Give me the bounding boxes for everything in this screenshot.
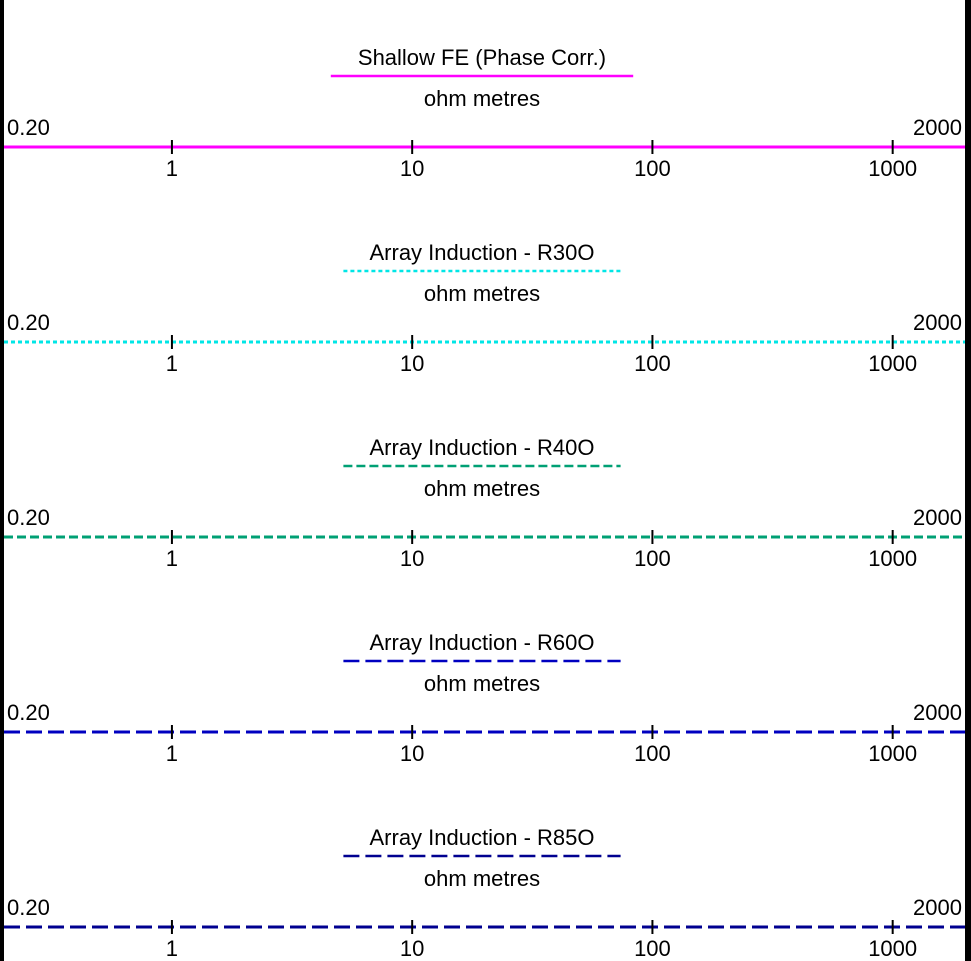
track-header-3: Array Induction - R60O ohm metres 0.20 2000… <box>4 630 965 766</box>
tick-label: 100 <box>634 741 671 766</box>
tick-label: 1 <box>166 546 178 571</box>
tick-label: 100 <box>634 546 671 571</box>
tick-label: 10 <box>400 351 424 376</box>
tick-label: 10 <box>400 936 424 961</box>
tick-label: 1 <box>166 156 178 181</box>
tick-label: 1000 <box>868 936 917 961</box>
tick-label: 1 <box>166 741 178 766</box>
curve-unit: ohm metres <box>424 671 540 696</box>
curve-title: Array Induction - R30O <box>370 240 595 265</box>
curve-title: Array Induction - R60O <box>370 630 595 655</box>
track-header-4: Array Induction - R85O ohm metres 0.20 2000… <box>4 825 965 961</box>
curve-unit: ohm metres <box>424 476 540 501</box>
scale-max-label: 2000 <box>913 505 962 530</box>
track-header-2: Array Induction - R40O ohm metres 0.20 2000… <box>4 435 965 571</box>
log-header-panel: Shallow FE (Phase Corr.) ohm metres 0.20 20… <box>4 0 965 961</box>
tick-label: 100 <box>634 936 671 961</box>
track-header-1: Array Induction - R30O ohm metres 0.20 2000… <box>4 240 965 376</box>
scale-min-label: 0.20 <box>7 700 50 725</box>
tick-label: 1000 <box>868 156 917 181</box>
tick-label: 10 <box>400 156 424 181</box>
tick-label: 100 <box>634 156 671 181</box>
curve-title: Shallow FE (Phase Corr.) <box>358 45 606 70</box>
curve-unit: ohm metres <box>424 86 540 111</box>
scale-max-label: 2000 <box>913 700 962 725</box>
scale-min-label: 0.20 <box>7 895 50 920</box>
tick-label: 10 <box>400 546 424 571</box>
track-header-chart: Shallow FE (Phase Corr.) ohm metres 0.20 20… <box>4 45 965 961</box>
scale-max-label: 2000 <box>913 115 962 140</box>
curve-unit: ohm metres <box>424 281 540 306</box>
scale-min-label: 0.20 <box>7 505 50 530</box>
scale-max-label: 2000 <box>913 895 962 920</box>
tick-label: 1 <box>166 351 178 376</box>
tick-label: 1000 <box>868 741 917 766</box>
curve-title: Array Induction - R40O <box>370 435 595 460</box>
tick-label: 1000 <box>868 546 917 571</box>
tick-label: 100 <box>634 351 671 376</box>
tick-label: 1 <box>166 936 178 961</box>
scale-max-label: 2000 <box>913 310 962 335</box>
curve-title: Array Induction - R85O <box>370 825 595 850</box>
curve-unit: ohm metres <box>424 866 540 891</box>
tick-label: 10 <box>400 741 424 766</box>
scale-min-label: 0.20 <box>7 115 50 140</box>
tick-label: 1000 <box>868 351 917 376</box>
track-header-0: Shallow FE (Phase Corr.) ohm metres 0.20 20… <box>4 45 965 181</box>
scale-min-label: 0.20 <box>7 310 50 335</box>
